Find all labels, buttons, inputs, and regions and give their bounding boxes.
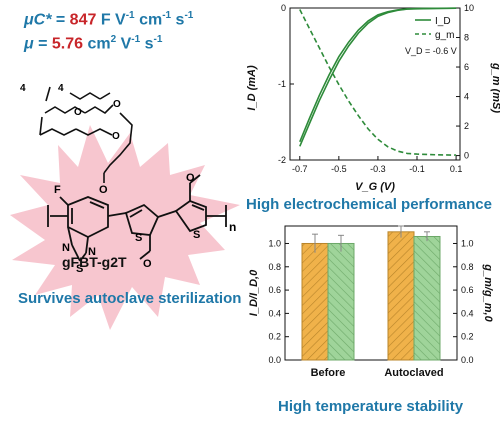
y2-tick-label: 2 — [464, 121, 469, 131]
y2-tick-label: 4 — [464, 92, 469, 102]
capacitance-symbol: μC* — [24, 11, 52, 29]
bar-gm-autoclaved — [413, 235, 441, 361]
bar-category-label: Before — [311, 367, 346, 379]
x-tick-label: -0.5 — [331, 164, 347, 174]
transfer-y2-ticks: 10 8 6 4 2 0 — [456, 3, 474, 161]
caption-electrochemical: High electrochemical performance — [246, 196, 492, 213]
transfer-y-label: I_D (mA) — [246, 65, 258, 111]
bar-id-autoclaved — [387, 231, 415, 361]
capacitance-metric: μC* = 847 F V-1 cm-1 s-1 — [24, 10, 193, 29]
mobility-unit-end: s — [140, 35, 154, 53]
bar-y2-tick-label: 1.0 — [461, 238, 474, 248]
bar-y-tick-label: 0.0 — [268, 355, 281, 365]
mobility-value: 5.76 — [51, 35, 84, 53]
capacitance-unit: F V — [96, 11, 126, 29]
mobility-unit-exp3: -1 — [153, 34, 163, 45]
x-tick-label: 0.1 — [450, 164, 463, 174]
y-tick-label: -1 — [278, 79, 286, 89]
mobility-unit-exp2: -1 — [131, 34, 141, 45]
sulfur-atom-1: S — [76, 263, 83, 275]
capacitance-unit-exp1: -1 — [125, 10, 135, 21]
legend-id-label: I_D — [435, 16, 451, 27]
bar-y-tick-label: 0.8 — [268, 262, 281, 272]
sulfur-atom-2: S — [135, 232, 142, 244]
bar-y-tick-label: 0.2 — [268, 332, 281, 342]
bar-plot-frame — [284, 225, 458, 361]
oxygen-atom-3: O — [112, 131, 120, 142]
oxygen-atom-5: O — [143, 258, 152, 270]
y2-tick-label: 10 — [464, 3, 474, 13]
transfer-y-ticks: -2 -1 0 — [278, 3, 294, 165]
side-chain-bonds — [39, 86, 133, 183]
capacitance-unit-exp2: -1 — [162, 10, 172, 21]
bar-category-label: Autoclaved — [384, 367, 443, 379]
sulfur-atom-3: S — [193, 229, 200, 241]
series-line-i-d-0 — [299, 7, 457, 147]
mobility-metric: μ = 5.76 cm2 V-1 s-1 — [24, 34, 162, 53]
fluorine-atom: F — [54, 184, 61, 196]
bar-y2-tick-label: 0.4 — [461, 308, 474, 318]
bar-y2-tick-label: 0.6 — [461, 285, 474, 295]
bar-y2-tick-label: 0.2 — [461, 332, 474, 342]
x-tick-label: -0.1 — [409, 164, 425, 174]
oxygen-atom-4: O — [99, 184, 108, 196]
transfer-legend: I_D g_m V_D = -0.6 V — [405, 16, 457, 56]
capacitance-value: 847 — [69, 11, 97, 29]
oxygen-atom-1: O — [113, 99, 121, 110]
bar-y-tick-label: 1.0 — [268, 238, 281, 248]
side-chain-index-b: 4 — [58, 83, 64, 94]
bar-y-tick-label: 0.4 — [268, 308, 281, 318]
transfer-y2-label: g_m (mS) — [490, 62, 500, 113]
oxygen-atom-6: O — [186, 172, 195, 184]
bar-y-label: I_D/I_D,0 — [248, 269, 260, 316]
transfer-series — [299, 7, 457, 156]
series-line-i-d-1 — [299, 7, 457, 143]
mobility-eq: = — [33, 35, 52, 53]
transfer-x-ticks: -0.7 -0.5 -0.3 -0.1 0.1 — [292, 156, 462, 174]
capacitance-unit-end: s — [171, 11, 185, 29]
x-tick-label: -0.3 — [370, 164, 386, 174]
benzothiadiazole-ring — [47, 196, 127, 262]
caption-temperature: High temperature stability — [278, 398, 464, 415]
bar-gm-before — [327, 242, 355, 361]
mobility-unit-mid: V — [116, 35, 132, 53]
legend-gm-label: g_m — [435, 30, 454, 41]
transfer-x-label: V_G (V) — [355, 181, 395, 193]
mobility-unit-exp1: 2 — [110, 34, 117, 45]
bar-y-tick-label: 0.6 — [268, 285, 281, 295]
series-line-g-m-2 — [299, 9, 457, 156]
y2-tick-label: 8 — [464, 33, 469, 43]
capacitance-unit-mid: cm — [134, 11, 163, 29]
y-tick-label: -2 — [278, 155, 286, 165]
y-tick-label: 0 — [281, 3, 286, 13]
bar-y-ticks: 0.0 0.0 0.2 0.2 0.4 0.4 0.6 0.6 0.8 0.8 1.0 1.0 — [268, 238, 473, 365]
molecule-name: gFBT-g2T — [62, 254, 127, 270]
thiophene-rings — [124, 174, 227, 260]
caption-autoclave: Survives autoclave sterilization — [18, 290, 242, 307]
y2-tick-label: 0 — [464, 151, 469, 161]
starburst-shape — [10, 125, 240, 330]
molecule-illustration: 4 4 O O O O F N N S S S O O n — [10, 83, 240, 330]
capacitance-eq: = — [51, 11, 70, 29]
bar-series — [301, 225, 441, 361]
side-chain-index-a: 4 — [20, 83, 26, 94]
nitrogen-atom-2: N — [88, 246, 96, 258]
x-tick-label: -0.7 — [292, 164, 308, 174]
mobility-unit: cm — [83, 35, 111, 53]
nitrogen-atom-1: N — [62, 242, 70, 254]
capacitance-unit-exp3: -1 — [184, 10, 194, 21]
stability-bar-chart: 0.0 0.0 0.2 0.2 0.4 0.4 0.6 0.6 0.8 0.8 1.0 1.0 Bef… — [248, 225, 494, 379]
repeat-unit-n: n — [229, 220, 236, 234]
bar-y2-label: g_m/g_m,0 — [482, 263, 494, 322]
bar-id-before — [301, 242, 329, 361]
bar-x-ticks: Before Autoclaved — [311, 367, 444, 379]
mobility-symbol: μ — [24, 35, 34, 53]
transfer-curve-chart: -0.7 -0.5 -0.3 -0.1 0.1 -2 -1 0 10 8 6 4 2 0 V_G (V… — [246, 3, 500, 193]
bar-y2-tick-label: 0.8 — [461, 262, 474, 272]
bar-y2-tick-label: 0.0 — [461, 355, 474, 365]
oxygen-atom-2: O — [74, 107, 82, 118]
y2-tick-label: 6 — [464, 62, 469, 72]
drain-voltage-annotation: V_D = -0.6 V — [405, 46, 457, 56]
